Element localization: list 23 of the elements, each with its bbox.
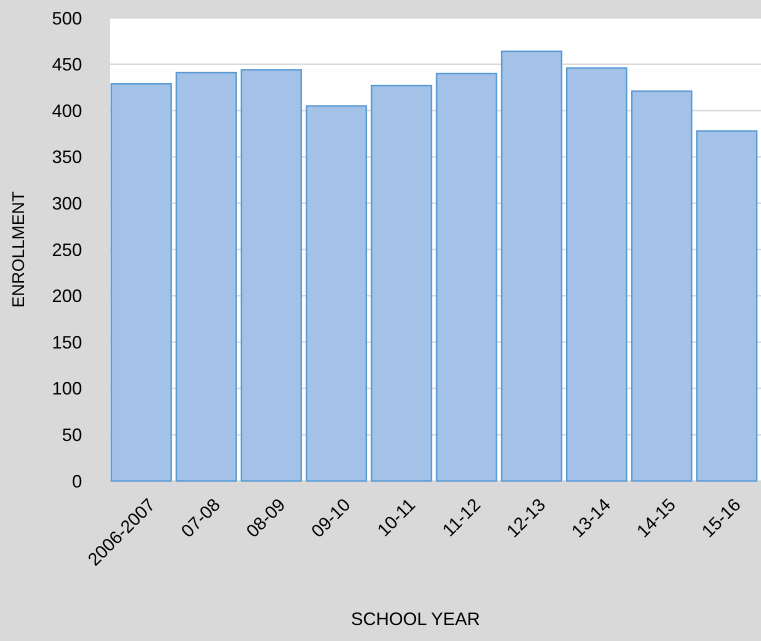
bar: [566, 67, 628, 482]
bar: [110, 82, 172, 482]
y-axis-title: ENROLLMENT: [9, 191, 28, 308]
y-tick-label: 450: [52, 54, 82, 75]
bar: [631, 90, 692, 482]
y-tick-label: 350: [52, 147, 82, 168]
y-tick-label: 100: [52, 378, 82, 399]
y-tick-label: 400: [52, 100, 82, 121]
y-tick-label: 500: [52, 8, 82, 28]
bar: [306, 105, 368, 482]
y-tick-label: 250: [52, 240, 82, 260]
bar: [240, 69, 302, 482]
bar: [500, 50, 562, 482]
y-tick-label: 150: [52, 332, 82, 352]
y-tick-label: 50: [62, 425, 82, 445]
bar: [176, 72, 237, 482]
y-tick-label: 300: [52, 194, 82, 214]
bar: [370, 84, 432, 482]
y-tick-label: 0: [72, 471, 82, 492]
bar: [436, 72, 498, 482]
y-tick-label: 200: [52, 286, 82, 306]
x-axis-title: SCHOOL YEAR: [350, 609, 480, 629]
bar: [696, 130, 758, 482]
